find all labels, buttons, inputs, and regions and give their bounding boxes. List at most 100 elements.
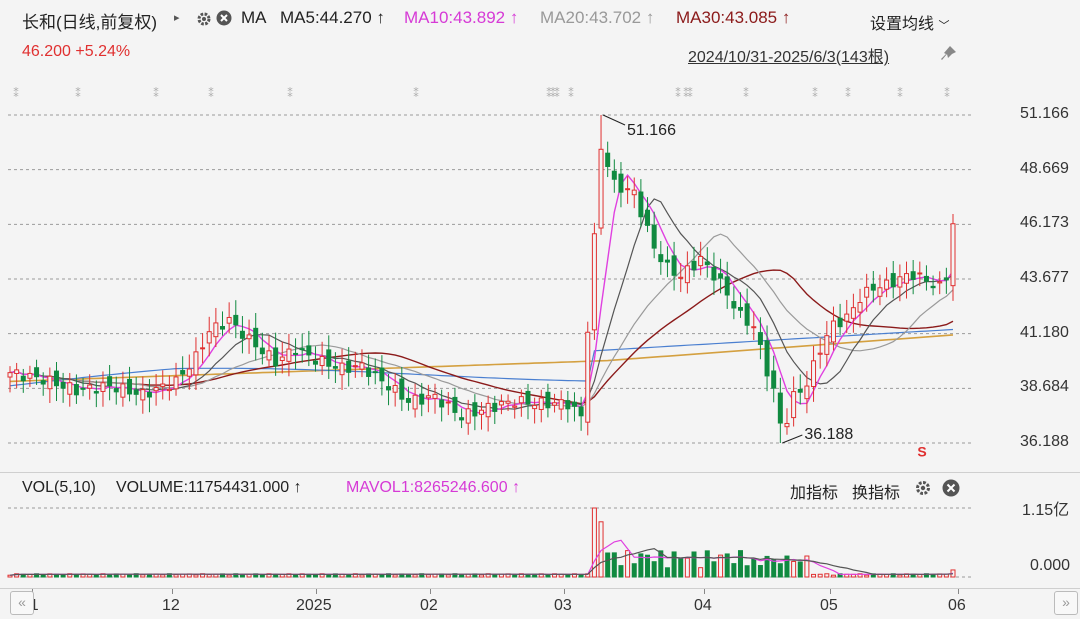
- candle-body[interactable]: [160, 383, 166, 387]
- volume-bar[interactable]: [359, 574, 365, 578]
- event-marker-icon[interactable]: ⁑: [208, 87, 214, 100]
- candle-body[interactable]: [366, 367, 372, 377]
- candle-body[interactable]: [824, 335, 830, 355]
- candle-body[interactable]: [233, 314, 239, 326]
- volume-bar[interactable]: [173, 574, 179, 578]
- volume-bar[interactable]: [40, 574, 46, 578]
- candle-body[interactable]: [565, 400, 571, 410]
- candle-body[interactable]: [153, 387, 159, 392]
- candle-body[interactable]: [678, 276, 684, 279]
- candle-body[interactable]: [479, 409, 484, 415]
- volume-bar[interactable]: [392, 574, 398, 578]
- volume-bar[interactable]: [591, 507, 597, 578]
- candle-body[interactable]: [811, 360, 817, 388]
- candle-body[interactable]: [67, 382, 73, 395]
- candle-body[interactable]: [505, 400, 511, 404]
- candle-body[interactable]: [339, 362, 345, 376]
- candle-body[interactable]: [645, 209, 651, 226]
- volume-bar[interactable]: [930, 574, 936, 578]
- volume-bar[interactable]: [691, 551, 697, 578]
- volume-bar[interactable]: [811, 573, 817, 578]
- candle-body[interactable]: [14, 369, 20, 375]
- event-marker-icon[interactable]: ⁑: [568, 87, 574, 100]
- volume-bar[interactable]: [698, 567, 704, 578]
- candle-body[interactable]: [651, 224, 657, 249]
- candle-body[interactable]: [166, 388, 172, 392]
- volume-bar[interactable]: [757, 565, 763, 578]
- volume-bar[interactable]: [492, 574, 498, 578]
- event-marker-icon[interactable]: ⁑: [812, 87, 818, 100]
- candle-body[interactable]: [870, 283, 876, 291]
- event-marker-icon[interactable]: ⁑: [546, 87, 552, 100]
- candle-body[interactable]: [47, 375, 53, 390]
- candle-body[interactable]: [239, 330, 245, 339]
- candle-body[interactable]: [724, 276, 730, 296]
- signal-s-icon[interactable]: S: [917, 444, 926, 460]
- candle-body[interactable]: [718, 273, 724, 279]
- candle-body[interactable]: [140, 389, 146, 401]
- candle-body[interactable]: [286, 348, 292, 362]
- candle-body[interactable]: [405, 397, 411, 403]
- candle-body[interactable]: [213, 322, 219, 338]
- candle-body[interactable]: [751, 326, 757, 329]
- volume-bar[interactable]: [718, 554, 724, 578]
- candle-body[interactable]: [27, 372, 33, 379]
- candle-body[interactable]: [591, 233, 597, 331]
- event-marker-icon[interactable]: ⁑: [287, 87, 293, 100]
- candle-body[interactable]: [386, 386, 392, 391]
- candle-body[interactable]: [684, 265, 690, 284]
- candle-body[interactable]: [293, 352, 299, 355]
- candle-body[interactable]: [87, 384, 93, 389]
- candle-body[interactable]: [545, 391, 551, 409]
- scroll-right-icon[interactable]: »: [1054, 591, 1078, 615]
- candle-body[interactable]: [53, 370, 59, 387]
- volume-bar[interactable]: [824, 573, 830, 578]
- volume-bar[interactable]: [804, 555, 810, 578]
- volume-bar[interactable]: [897, 574, 903, 578]
- volume-bar[interactable]: [830, 574, 836, 578]
- candle-body[interactable]: [326, 349, 332, 367]
- candle-body[interactable]: [804, 385, 810, 400]
- candle-body[interactable]: [100, 382, 106, 392]
- candle-body[interactable]: [180, 370, 186, 375]
- volume-bar[interactable]: [206, 574, 212, 578]
- date-range[interactable]: 2024/10/31-2025/6/3(143根): [688, 49, 890, 66]
- candle-body[interactable]: [306, 345, 312, 356]
- candle-body[interactable]: [60, 381, 66, 389]
- candle-body[interactable]: [784, 422, 790, 428]
- volume-bar[interactable]: [578, 574, 584, 578]
- candle-body[interactable]: [771, 370, 777, 389]
- candle-body[interactable]: [558, 399, 564, 410]
- volume-bar[interactable]: [7, 574, 13, 578]
- gear-icon[interactable]: [196, 8, 212, 33]
- candle-body[interactable]: [930, 285, 936, 289]
- volume-bar[interactable]: [412, 574, 418, 578]
- volume-bar[interactable]: [107, 574, 113, 578]
- event-marker-icon[interactable]: ⁑: [554, 87, 560, 100]
- candle-body[interactable]: [279, 356, 285, 362]
- volume-bar[interactable]: [704, 550, 710, 578]
- volume-bar[interactable]: [631, 563, 637, 578]
- candle-body[interactable]: [246, 334, 252, 340]
- vol-close-icon[interactable]: [942, 479, 960, 502]
- candle-body[interactable]: [744, 303, 750, 326]
- event-marker-icon[interactable]: ⁑: [413, 87, 419, 100]
- event-marker-icon[interactable]: ⁑: [845, 87, 851, 100]
- event-marker-icon[interactable]: ⁑: [743, 87, 749, 100]
- volume-bar[interactable]: [425, 574, 431, 578]
- event-marker-icon[interactable]: ⁑: [550, 87, 556, 100]
- candle-body[interactable]: [425, 395, 431, 399]
- candle-body[interactable]: [538, 397, 544, 410]
- candle-body[interactable]: [890, 273, 896, 288]
- volume-bar[interactable]: [645, 554, 651, 578]
- candle-body[interactable]: [186, 368, 192, 377]
- candle-body[interactable]: [631, 189, 637, 196]
- close-icon[interactable]: [216, 10, 232, 31]
- candle-body[interactable]: [332, 366, 338, 369]
- volume-bar[interactable]: [459, 574, 465, 578]
- volume-bar[interactable]: [293, 574, 299, 578]
- candle-body[interactable]: [797, 388, 803, 393]
- volume-bar[interactable]: [93, 574, 99, 578]
- event-marker-icon[interactable]: ⁑: [13, 87, 19, 100]
- candle-body[interactable]: [704, 261, 710, 266]
